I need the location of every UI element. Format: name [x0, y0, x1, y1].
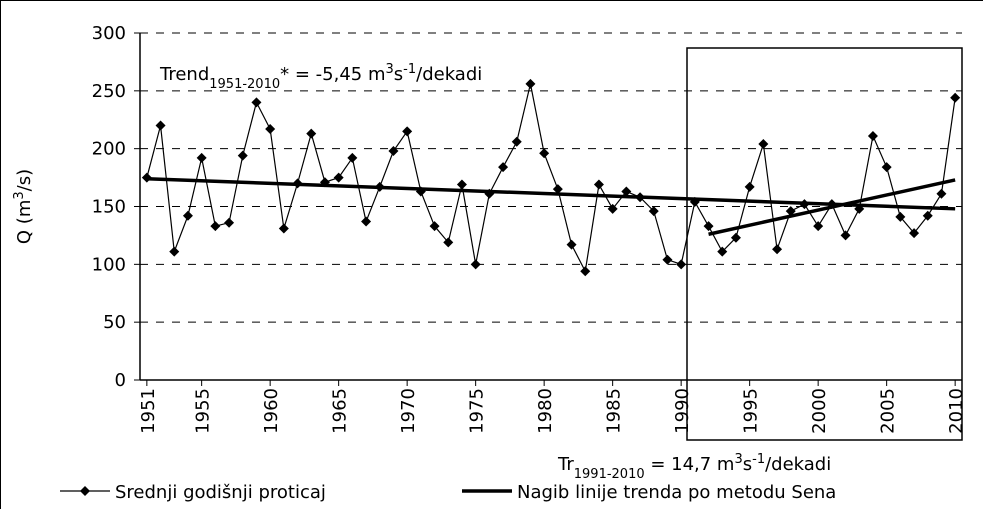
text-part: /dekadi: [416, 64, 482, 85]
trend-line: [146, 176, 956, 211]
y-tick-label: 50: [103, 312, 126, 333]
x-tick-label: 1960: [261, 388, 282, 434]
trend-line: [708, 178, 956, 236]
annotation: Trend1951-2010* = -5,45 m3s-1/dekadi: [159, 62, 482, 92]
y-tick-label: 0: [115, 370, 126, 391]
text-part: Trend: [159, 64, 209, 85]
data-point: [662, 254, 673, 265]
data-point: [621, 186, 632, 197]
text-part: 1991-2010: [574, 467, 645, 482]
text-part: 3: [385, 62, 393, 77]
data-point: [566, 239, 577, 250]
text-part: s: [743, 454, 752, 475]
legend-label: Srednji godišnji proticaj: [115, 482, 326, 503]
data-point: [840, 230, 851, 241]
data-point: [580, 266, 591, 277]
text-part: Tr: [557, 454, 574, 475]
data-point: [867, 130, 878, 141]
data-point: [730, 232, 741, 243]
legend-marker: [80, 486, 90, 496]
text-part: 1951-2010: [209, 77, 280, 92]
data-point: [607, 203, 618, 214]
data-point: [648, 206, 659, 217]
data-point: [196, 152, 207, 163]
x-tick-label: 1970: [398, 388, 419, 434]
x-tick-label: 2005: [878, 388, 899, 434]
data-point: [470, 259, 481, 270]
text-part: s: [394, 64, 403, 85]
data-point: [169, 246, 180, 257]
data-point: [511, 136, 522, 147]
data-point: [388, 145, 399, 156]
text-part: * = -5,45 m: [280, 64, 385, 85]
data-point: [813, 221, 824, 232]
data-point: [224, 217, 235, 228]
data-point: [717, 246, 728, 257]
data-point: [306, 128, 317, 139]
data-point: [278, 223, 289, 234]
data-point: [772, 244, 783, 255]
x-tick-label: 1980: [535, 388, 556, 434]
text-part: 3: [734, 452, 742, 467]
data-point: [950, 92, 961, 103]
data-point: [895, 211, 906, 222]
data-point: [333, 172, 344, 183]
data-point: [361, 216, 372, 227]
data-point: [402, 126, 413, 137]
data-point: [429, 221, 440, 232]
data-point: [758, 139, 769, 150]
text-part: = 14,7 m: [645, 454, 735, 475]
data-point: [182, 210, 193, 221]
data-point: [525, 78, 536, 89]
data-point: [265, 124, 276, 135]
x-tick-label: 2000: [809, 388, 830, 434]
data-point: [593, 179, 604, 190]
text-part: -1: [403, 62, 416, 77]
x-tick-label: 1995: [741, 388, 762, 434]
data-point: [785, 206, 796, 217]
data-point: [552, 184, 563, 195]
legend-label: Nagib linije trenda po metodu Sena: [517, 482, 836, 503]
data-point: [155, 120, 166, 131]
data-point: [703, 221, 714, 232]
data-point: [347, 152, 358, 163]
data-point: [744, 181, 755, 192]
text-part: /dekadi: [765, 454, 831, 475]
data-point: [676, 259, 687, 270]
x-tick-label: 2010: [946, 388, 967, 434]
data-point: [539, 148, 550, 159]
x-tick-label: 1990: [672, 388, 693, 434]
data-point: [909, 228, 920, 239]
annotation: Tr1991-2010 = 14,7 m3s-1/dekadi: [557, 452, 831, 482]
data-point: [922, 210, 933, 221]
data-point: [456, 179, 467, 190]
data-line: [146, 83, 956, 274]
data-point: [443, 237, 454, 248]
data-point: [936, 188, 947, 199]
y-tick-label: 300: [92, 23, 126, 44]
data-point: [210, 221, 221, 232]
x-tick-label: 1965: [330, 388, 351, 434]
data-point: [881, 162, 892, 173]
text-part: /s): [14, 169, 35, 191]
text-part: Q (m: [14, 200, 35, 244]
highlight-box: [686, 47, 963, 441]
y-tick-label: 150: [92, 197, 126, 218]
x-tick-label: 1955: [193, 388, 214, 434]
y-axis-label: Q (m3/s): [12, 169, 36, 244]
x-tick-label: 1951: [138, 388, 159, 434]
text-part: -1: [752, 452, 765, 467]
data-point: [237, 150, 248, 161]
x-tick-label: 1975: [467, 388, 488, 434]
y-tick-label: 100: [92, 254, 126, 275]
x-tick-label: 1985: [604, 388, 625, 434]
data-point: [251, 97, 262, 108]
y-tick-label: 250: [92, 81, 126, 102]
text-part: 3: [12, 191, 27, 199]
data-point: [498, 162, 509, 173]
y-tick-label: 200: [92, 139, 126, 160]
